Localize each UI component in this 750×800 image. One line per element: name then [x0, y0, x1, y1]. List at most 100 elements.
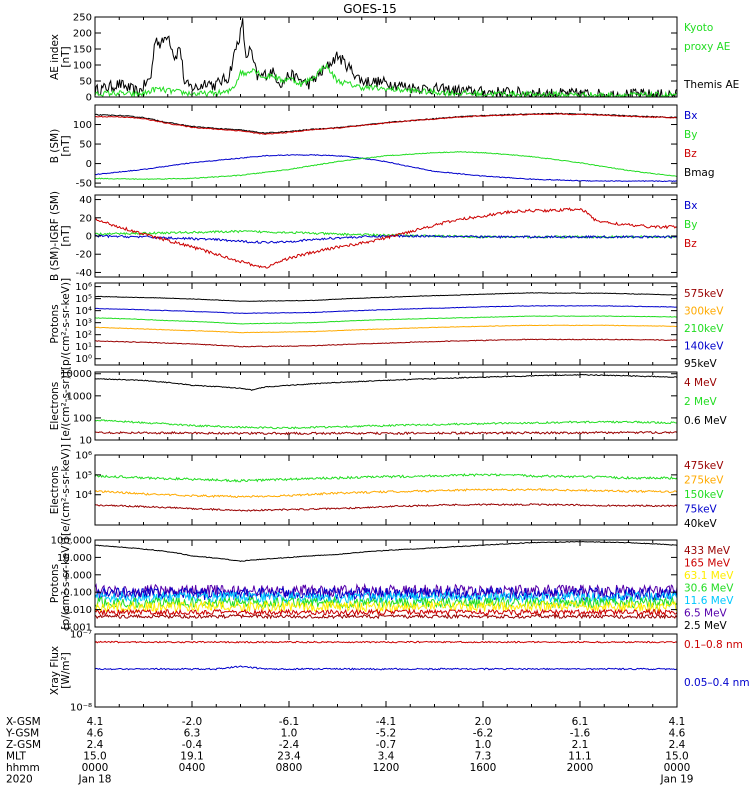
y-tick-label: 100 [73, 120, 92, 131]
legend-entry: By [684, 219, 697, 231]
x-row-value: 7.3 [475, 751, 492, 763]
series-line-red [95, 607, 677, 617]
legend-entry: Bmag [684, 167, 715, 179]
legend-entry: 0.6 MeV [684, 415, 728, 427]
x-row-value: 0000 [664, 762, 691, 774]
legend-entry: 6.5 MeV [684, 608, 728, 620]
series-line-green [95, 151, 677, 180]
legend-entry: Kyoto [684, 22, 713, 34]
legend-entry: 475keV [684, 460, 724, 472]
series-group [95, 207, 677, 269]
legend-entry: 11.6 MeV [684, 595, 734, 607]
y-tick-label: 10⁴ [75, 306, 92, 317]
y-tick-label: 10⁶ [75, 451, 92, 462]
x-row-value: 4.1 [669, 716, 686, 728]
y-tick-label: 10⁻⁷ [70, 630, 92, 641]
series-line-red [95, 640, 677, 644]
panel-frame [94, 454, 678, 526]
series-line-darkred [95, 503, 677, 512]
legend-entry: 140keV [684, 341, 724, 353]
y-axis-label: Protons [49, 304, 61, 343]
x-row-value: Jan 19 [660, 774, 694, 786]
legend-entry: 30.6 MeV [684, 583, 734, 595]
x-row-value: -2.4 [279, 739, 300, 751]
series-group [95, 540, 677, 620]
series-line-purple [95, 582, 677, 599]
panel-ae: 0 50 100 150 200 250 AE index [nT] Kyoto proxy AE… [49, 13, 739, 104]
y-tick-label: 100.000 [51, 536, 92, 547]
x-row-value: 6.3 [184, 728, 201, 740]
x-row-value: -6.2 [473, 728, 494, 740]
series-group [95, 292, 677, 348]
legend-entry: 4 MeV [684, 377, 718, 389]
y-tick-label: 10⁶ [75, 282, 92, 293]
x-axis-table: X-GSM 4.1 -2.0 -6.1 -4.1 2.0 6.1 4.1 Y-GSM 4.6 6.3… [5, 716, 693, 786]
legend-entry: 75keV [684, 504, 718, 516]
series-line-darkred [95, 338, 677, 348]
panel-frame [94, 371, 678, 441]
panel-bsm: -50 0 50 100 B (SM) [nT] Bx By Bz Bmag [49, 104, 715, 190]
x-row-label: Y-GSM [5, 728, 39, 740]
y-tick-label: 100 [73, 413, 92, 424]
legend-entry: 2.5 MeV [684, 620, 728, 632]
series-line-green [95, 418, 677, 430]
y-tick-label: 0.100 [63, 588, 92, 599]
y-tick-label: 10⁻⁸ [70, 703, 92, 714]
legend-entry: 40keV [684, 518, 718, 530]
x-row-value: 6.1 [572, 716, 589, 728]
y-tick-label: -50 [76, 179, 92, 190]
panel-frame [94, 104, 678, 188]
x-row-label: 2020 [6, 774, 33, 786]
panel-protons2: 0.001 0.010 0.100 1.000 10.000 100.000 Protons… [49, 536, 734, 634]
y-axis-label: B (SM)-IGRF (SM) [49, 191, 61, 281]
legend-entry: 63.1 MeV [684, 570, 734, 582]
series-group [95, 112, 677, 183]
x-row-value: 2.0 [475, 716, 492, 728]
y-tick-label: 10000 [60, 369, 92, 380]
y-tick-label: 1000 [67, 391, 92, 402]
y-tick-label: 100 [73, 61, 92, 72]
y-axis-label: [e/(cm²-s-sr)] [60, 371, 72, 440]
legend-entry: 575keV [684, 288, 724, 300]
y-tick-label: 10⁵ [75, 294, 92, 305]
series-line-black [95, 18, 677, 97]
series-line-black [95, 292, 677, 302]
series-line-red [95, 207, 677, 269]
y-axis-label: [nT] [60, 225, 72, 246]
y-tick-label: 1.000 [63, 570, 92, 581]
legend-entry: 210keV [684, 323, 724, 335]
series-line-green [95, 595, 677, 610]
x-row-value: Jan 18 [78, 774, 112, 786]
y-axis-label: [nT] [60, 135, 72, 156]
legend-entry: 95keV [684, 358, 718, 370]
legend-entry: 275keV [684, 475, 724, 487]
y-tick-label: 0 [86, 232, 92, 243]
x-row-label: Z-GSM [6, 739, 41, 751]
y-axis-label: B (SM) [49, 129, 61, 163]
y-tick-label: 10² [75, 330, 92, 341]
panel-frame [94, 633, 678, 708]
panel-xray: 10⁻⁸ 10⁻⁷ Xray Flux [W/m²] 0.1–0.8 nm 0.05–0.… [49, 630, 750, 714]
x-row-value: -6.1 [279, 716, 300, 728]
legend-entry: By [684, 129, 697, 141]
x-row-value: 15.0 [665, 751, 688, 763]
x-row-value: -0.7 [376, 739, 397, 751]
x-row-value: 2.1 [572, 739, 589, 751]
y-axis-label: [W/m²] [60, 652, 72, 689]
x-row-value: 0400 [179, 762, 206, 774]
series-line-darkred [95, 613, 677, 620]
y-tick-label: 10⁰ [75, 354, 92, 365]
legend-entry: 150keV [684, 489, 724, 501]
series-line-darkred [95, 430, 677, 436]
legend-entry: 433 MeV [684, 545, 731, 557]
y-axis-label: Electrons [49, 466, 61, 515]
legend-entry: 2 MeV [684, 396, 718, 408]
x-row-value: 11.1 [568, 751, 591, 763]
x-row-value: 1600 [470, 762, 497, 774]
series-line-blue [95, 586, 677, 602]
x-row-value: -1.6 [570, 728, 591, 740]
panel-electrons2: 10⁴ 10⁵ 10⁶ Electrons [e/(cm²-s-sr-keV)] 475k… [49, 444, 724, 536]
y-tick-label: 40 [79, 195, 92, 206]
y-tick-label: 0 [86, 159, 92, 170]
y-axis-label: Electrons [49, 382, 61, 431]
